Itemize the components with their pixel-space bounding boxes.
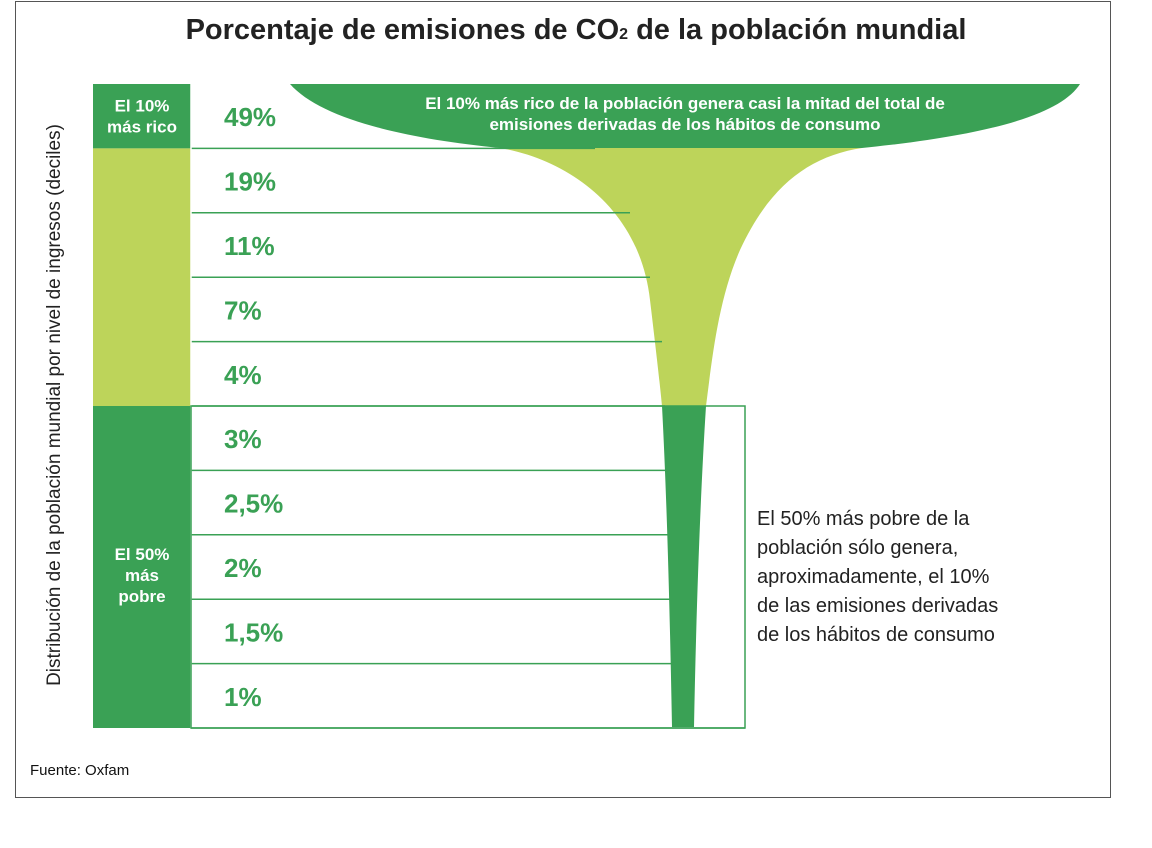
poor-note-box [190, 405, 746, 729]
poor-band-label: El 50% más pobre [115, 545, 170, 606]
band-middle [93, 148, 191, 406]
poor-band-label-line: pobre [118, 587, 165, 606]
band-rich [93, 84, 191, 149]
decile-value-label: 1% [224, 682, 262, 712]
title-subscript: 2 [619, 26, 629, 43]
decile-value-label: 1,5% [224, 617, 283, 647]
band-rich-rect [93, 84, 191, 149]
rich-band-label-line: más rico [107, 118, 177, 137]
top-note-line: emisiones derivadas de los hábitos de co… [489, 115, 880, 134]
poor-note: El 50% más pobre de la población sólo ge… [757, 505, 1057, 650]
funnel-light-section [500, 148, 862, 406]
poor-band-label-line: más [125, 566, 159, 585]
chart-title: Porcentaje de emisiones de CO2 de la pob… [0, 14, 1152, 47]
title-text-before: Porcentaje de emisiones de CO [185, 14, 620, 46]
source-note: Fuente: Oxfam [30, 762, 130, 779]
decile-value-label: 2% [224, 553, 262, 583]
decile-value-label: 2,5% [224, 489, 283, 519]
top-note-line: El 10% más rico de la población genera c… [425, 94, 945, 113]
decile-value-label: 49% [224, 102, 276, 132]
band-poor-rect [93, 406, 191, 728]
funnel-top-section [290, 84, 1080, 148]
band-poor [93, 406, 191, 728]
poor-note-line: población sólo genera, [757, 537, 959, 559]
poor-band-label-line: El 50% [115, 545, 170, 564]
decile-value-label: 11% [224, 231, 275, 261]
decile-value-label: 19% [224, 167, 276, 197]
decile-value-label: 3% [224, 424, 262, 454]
band-middle-rect [93, 148, 191, 406]
poor-note-line: de los hábitos de consumo [757, 624, 995, 646]
decile-labels: 49% 19% 11% 7% 4% 3% 2,5% 2% 1,5% 1% [224, 102, 283, 712]
title-text-after: de la población mundial [628, 14, 967, 46]
top-note: El 10% más rico de la población genera c… [425, 94, 945, 134]
poor-note-line: de las emisiones derivadas [757, 595, 999, 617]
funnel-bottom-section [662, 406, 706, 727]
rich-band-label-line: El 10% [115, 97, 170, 116]
poor-note-line: aproximadamente, el 10% [757, 566, 990, 588]
decile-value-label: 7% [224, 295, 262, 325]
rich-band-label: El 10% más rico [107, 97, 177, 137]
decile-value-label: 4% [224, 360, 262, 390]
poor-note-line: El 50% más pobre de la [757, 508, 970, 530]
